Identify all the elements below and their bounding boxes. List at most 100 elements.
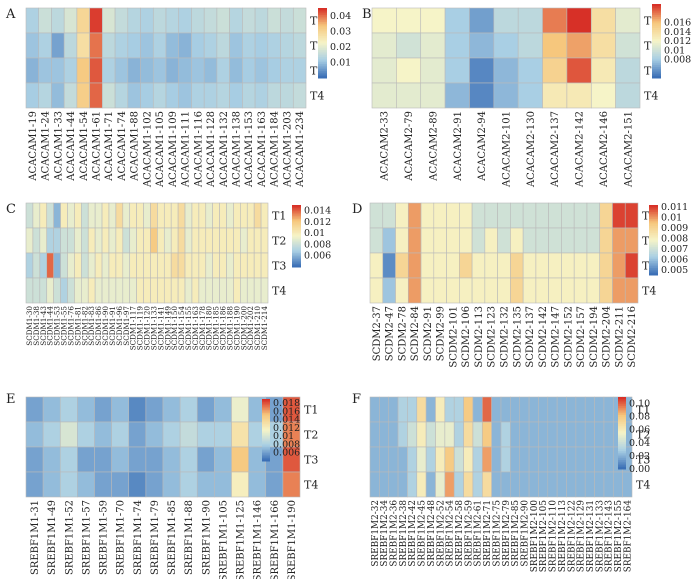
heatmap-cell (586, 252, 601, 279)
row-label: T4 (642, 285, 656, 298)
heatmap-cell (371, 7, 397, 34)
heatmap-cell (615, 82, 641, 109)
heatmap-cell (433, 202, 447, 229)
colorbar-segment (649, 222, 658, 225)
colorbar-segment (262, 454, 270, 457)
column-label: ACACAM1-105 (155, 111, 166, 188)
heatmap-cell (242, 7, 256, 34)
heatmap-cell (519, 421, 530, 448)
row-label: T4 (644, 90, 658, 103)
colorbar-segment (292, 242, 301, 245)
heatmap-cell (242, 57, 256, 84)
heatmap-cell (46, 202, 54, 229)
heatmap-cell (32, 227, 41, 254)
colorbar-tick-label: 0.008 (661, 233, 688, 244)
heatmap-cell (280, 57, 294, 84)
colorbar-segment (262, 420, 270, 423)
heatmap-cell (622, 471, 633, 498)
colorbar-segment (262, 439, 270, 442)
column-label: SCDM1-30 (25, 306, 34, 346)
column-label: SCDM1-91 (108, 306, 117, 346)
colorbar-segment (318, 55, 327, 58)
column-label: ACACAM2-94 (477, 111, 488, 182)
colorbar-segment (292, 212, 301, 215)
heatmap-cell (535, 227, 549, 254)
colorbar-segment (318, 44, 327, 47)
colorbar-segment (318, 64, 327, 67)
heatmap-cell (388, 446, 399, 473)
colorbar-tick-label: 0.016 (664, 18, 691, 29)
heatmap-cell (129, 202, 137, 229)
heatmap-cell (152, 32, 167, 59)
column-label: SREBF1M1-105 (218, 500, 229, 579)
panel-label-c: C (6, 202, 16, 217)
column-label: SREBF1M2-54 (446, 500, 456, 567)
heatmap-cell (150, 227, 158, 254)
colorbar-segment (652, 16, 661, 20)
heatmap-cell (108, 202, 117, 229)
heatmap-cell (216, 7, 230, 34)
heatmap-cell (547, 471, 558, 498)
colorbar-segment (262, 447, 270, 450)
heatmap-cell (76, 7, 90, 34)
heatmap-cell (594, 471, 605, 498)
colorbar-tick-label: 0.014 (304, 206, 331, 217)
colorbar-segment (292, 222, 301, 225)
heatmap-cell (212, 277, 220, 304)
heatmap-cell (566, 32, 592, 59)
colorbar-segment (262, 411, 270, 414)
colorbar-segment (318, 69, 327, 72)
heatmap-cell (39, 277, 48, 304)
column-label: SCDM1-190 (232, 306, 241, 351)
colorbar-segment (649, 262, 658, 265)
heatmap-cell (624, 252, 639, 279)
heatmap-cell (548, 227, 562, 254)
heatmap-cell (510, 277, 524, 304)
heatmap-cell (493, 57, 519, 84)
heatmap-cell (481, 396, 492, 423)
row-label: T1 (636, 404, 650, 417)
column-label: SCDM2-47 (385, 306, 396, 361)
heatmap-cell (420, 252, 435, 279)
row-label: T3 (304, 454, 318, 467)
column-label: SCDM1-43 (39, 306, 48, 346)
colorbar-segment (649, 227, 658, 230)
heatmap-cell (25, 82, 40, 109)
heatmap-cell (102, 82, 116, 109)
colorbar-segment (652, 53, 661, 57)
heatmap-cell (184, 277, 193, 304)
heatmap-cell (89, 82, 103, 109)
column-label: ACACAM1-184 (270, 111, 281, 188)
colorbar-segment (318, 48, 327, 51)
heatmap-cell (111, 446, 130, 473)
heatmap-cell (32, 252, 41, 279)
heatmap-cell (573, 227, 588, 254)
colorbar-segment (318, 9, 327, 12)
heatmap-cell (67, 252, 75, 279)
heatmap-cell (292, 82, 307, 109)
heatmap-cell (522, 277, 537, 304)
heatmap-cell (191, 32, 205, 59)
heatmap-cell (76, 57, 90, 84)
colorbar-segment (649, 205, 658, 208)
heatmap-cell (584, 471, 595, 498)
colorbar-tick-label: 0.012 (664, 36, 691, 47)
heatmap-cell (59, 446, 78, 473)
column-label: SREBF1M2-32 (371, 500, 381, 567)
heatmap-cell (253, 277, 262, 304)
heatmap-cell (229, 7, 243, 34)
heatmap-cell (369, 227, 384, 254)
heatmap-cell (94, 227, 103, 254)
colorbar-segment (649, 273, 658, 276)
heatmap-cell (469, 7, 495, 34)
colorbar-segment (618, 413, 626, 416)
heatmap-cell (219, 202, 227, 229)
heatmap-cell (382, 252, 396, 279)
heatmap-cell (517, 7, 543, 34)
heatmap-cell (548, 252, 562, 279)
heatmap-cell (25, 277, 34, 304)
heatmap-cell (101, 252, 110, 279)
heatmap-cell (108, 227, 117, 254)
heatmap-cell (128, 471, 147, 498)
heatmap-cell (184, 202, 193, 229)
